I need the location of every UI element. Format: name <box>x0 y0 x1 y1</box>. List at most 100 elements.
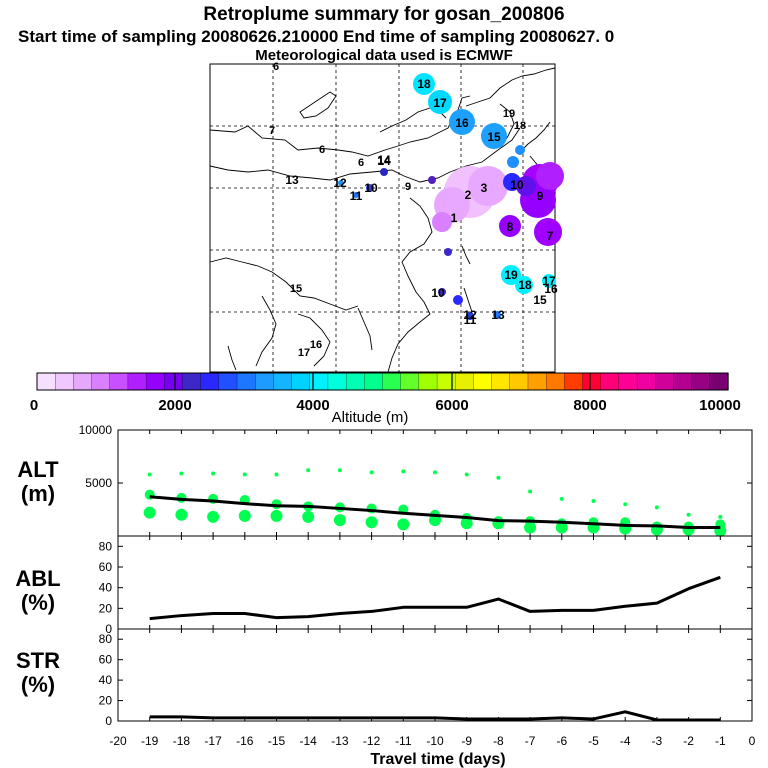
y-tick-label: 10000 <box>79 423 113 437</box>
colorbar-cell <box>382 372 402 391</box>
plume-marker <box>438 288 446 296</box>
colorbar-cell <box>36 372 56 391</box>
y-tick-label: 40 <box>99 673 113 687</box>
map-day-label: 10 <box>510 178 524 192</box>
map-day-label: 6 <box>273 61 279 73</box>
colorbar-cell <box>255 372 275 391</box>
colorbar-cell <box>291 372 311 391</box>
altitude-cluster-marker <box>365 516 378 529</box>
colorbar-tick-label: 2000 <box>158 397 191 414</box>
map-day-label: 10 <box>431 286 445 300</box>
x-tick-label: -18 <box>173 734 191 748</box>
y-tick-label: 20 <box>99 601 113 615</box>
altitude-cluster-marker <box>274 472 279 477</box>
panel-labels: ALT (m) ABL (%) STR (%) <box>15 457 60 697</box>
map-day-label: 12 <box>333 176 347 190</box>
colorbar-cell <box>527 372 547 391</box>
altitude-cluster-marker <box>143 506 156 519</box>
plume-marker <box>338 180 344 186</box>
colorbar-cell <box>345 372 365 391</box>
map-frame <box>209 63 556 373</box>
altitude-cluster-marker <box>591 499 596 504</box>
map-day-label: 6 <box>358 157 364 169</box>
x-tick-label: -13 <box>331 734 349 748</box>
colorbar-cell <box>164 372 184 391</box>
map-day-label: 17 <box>298 347 310 359</box>
altitude-cluster-marker <box>207 510 220 523</box>
colorbar-cell <box>127 372 147 391</box>
colorbar-tick-label: 8000 <box>573 397 606 414</box>
altitude-cluster-marker <box>496 475 501 480</box>
plume-marker <box>507 156 519 168</box>
x-tick-label: -2 <box>683 734 694 748</box>
map-day-label: 16 <box>455 116 469 130</box>
altitude-cluster-marker <box>401 469 406 474</box>
colorbar-cell <box>473 372 493 391</box>
map-day-label: 18 <box>417 77 431 91</box>
plume-marker <box>499 215 521 237</box>
colorbar-cell <box>327 372 347 391</box>
colorbar-cell <box>691 372 711 391</box>
altitude-cluster-marker <box>306 468 311 473</box>
plume-marker <box>366 184 374 192</box>
str-units: (%) <box>21 672 55 697</box>
colorbar-cell <box>91 372 111 391</box>
altitude-cluster-marker <box>302 510 315 523</box>
x-tick-label: -11 <box>395 734 412 748</box>
colorbar-cell <box>364 372 384 391</box>
colorbar-cell <box>436 372 456 391</box>
map-day-label: 1 <box>451 211 458 225</box>
map-day-label: 15 <box>533 293 547 307</box>
y-tick-label: 60 <box>99 560 113 574</box>
x-tick-label: -20 <box>109 734 127 748</box>
colorbar-cell <box>236 372 256 391</box>
altitude-cluster-marker <box>333 514 346 527</box>
x-tick-label: -7 <box>525 734 536 748</box>
altitude-cluster-marker <box>464 472 469 477</box>
plume-marker <box>481 123 507 149</box>
plume-marker <box>453 295 463 305</box>
meteorology-note: Meteorological data used is ECMWF <box>255 47 513 64</box>
altitude-cluster-marker <box>559 496 564 501</box>
map-day-label: 6 <box>319 144 325 156</box>
colorbar-cell <box>582 372 602 391</box>
x-tick-label: -8 <box>493 734 504 748</box>
colorbar-tick-label: 6000 <box>435 397 468 414</box>
x-tick-label: -9 <box>461 734 472 748</box>
map-day-label: 16 <box>544 282 558 296</box>
altitude-cluster-marker <box>179 471 184 476</box>
colorbar-cell <box>200 372 220 391</box>
map-day-label: 12 <box>463 308 477 322</box>
map-day-label: 11 <box>350 189 363 203</box>
series-line <box>149 495 721 530</box>
altitude-cluster-marker <box>397 518 410 531</box>
plume-marker <box>501 265 521 285</box>
x-tick-label: -10 <box>426 734 444 748</box>
colorbar-tick-label: 10000 <box>699 397 741 414</box>
map-day-label: 3 <box>481 181 488 195</box>
altitude-cluster-marker <box>433 470 437 475</box>
map-day-label: 10 <box>364 181 378 195</box>
altitude-cluster-marker <box>242 472 247 477</box>
altitude-colorbar: 0 2000 4000 6000 8000 10000 Altitude (m) <box>30 372 741 426</box>
altitude-cluster-marker <box>147 472 152 477</box>
abl-label: ABL <box>15 566 60 591</box>
y-tick-label: 60 <box>99 653 113 667</box>
x-tick-label: 0 <box>749 734 756 748</box>
x-tick-label: -3 <box>652 734 663 748</box>
x-tick-label: -19 <box>141 734 159 748</box>
x-tick-label: -12 <box>363 734 381 748</box>
plume-markers <box>338 73 564 320</box>
plume-marker <box>432 212 452 232</box>
y-tick-label: 80 <box>99 539 113 553</box>
plume-marker <box>466 312 474 320</box>
colorbar-cell <box>109 372 129 391</box>
altitude-cluster-marker <box>238 509 251 522</box>
plume-marker <box>542 274 556 288</box>
map-day-label: 13 <box>491 308 505 322</box>
colorbar-major-lines <box>174 373 591 390</box>
sampling-times: Start time of sampling 20080626.210000 E… <box>18 27 615 46</box>
